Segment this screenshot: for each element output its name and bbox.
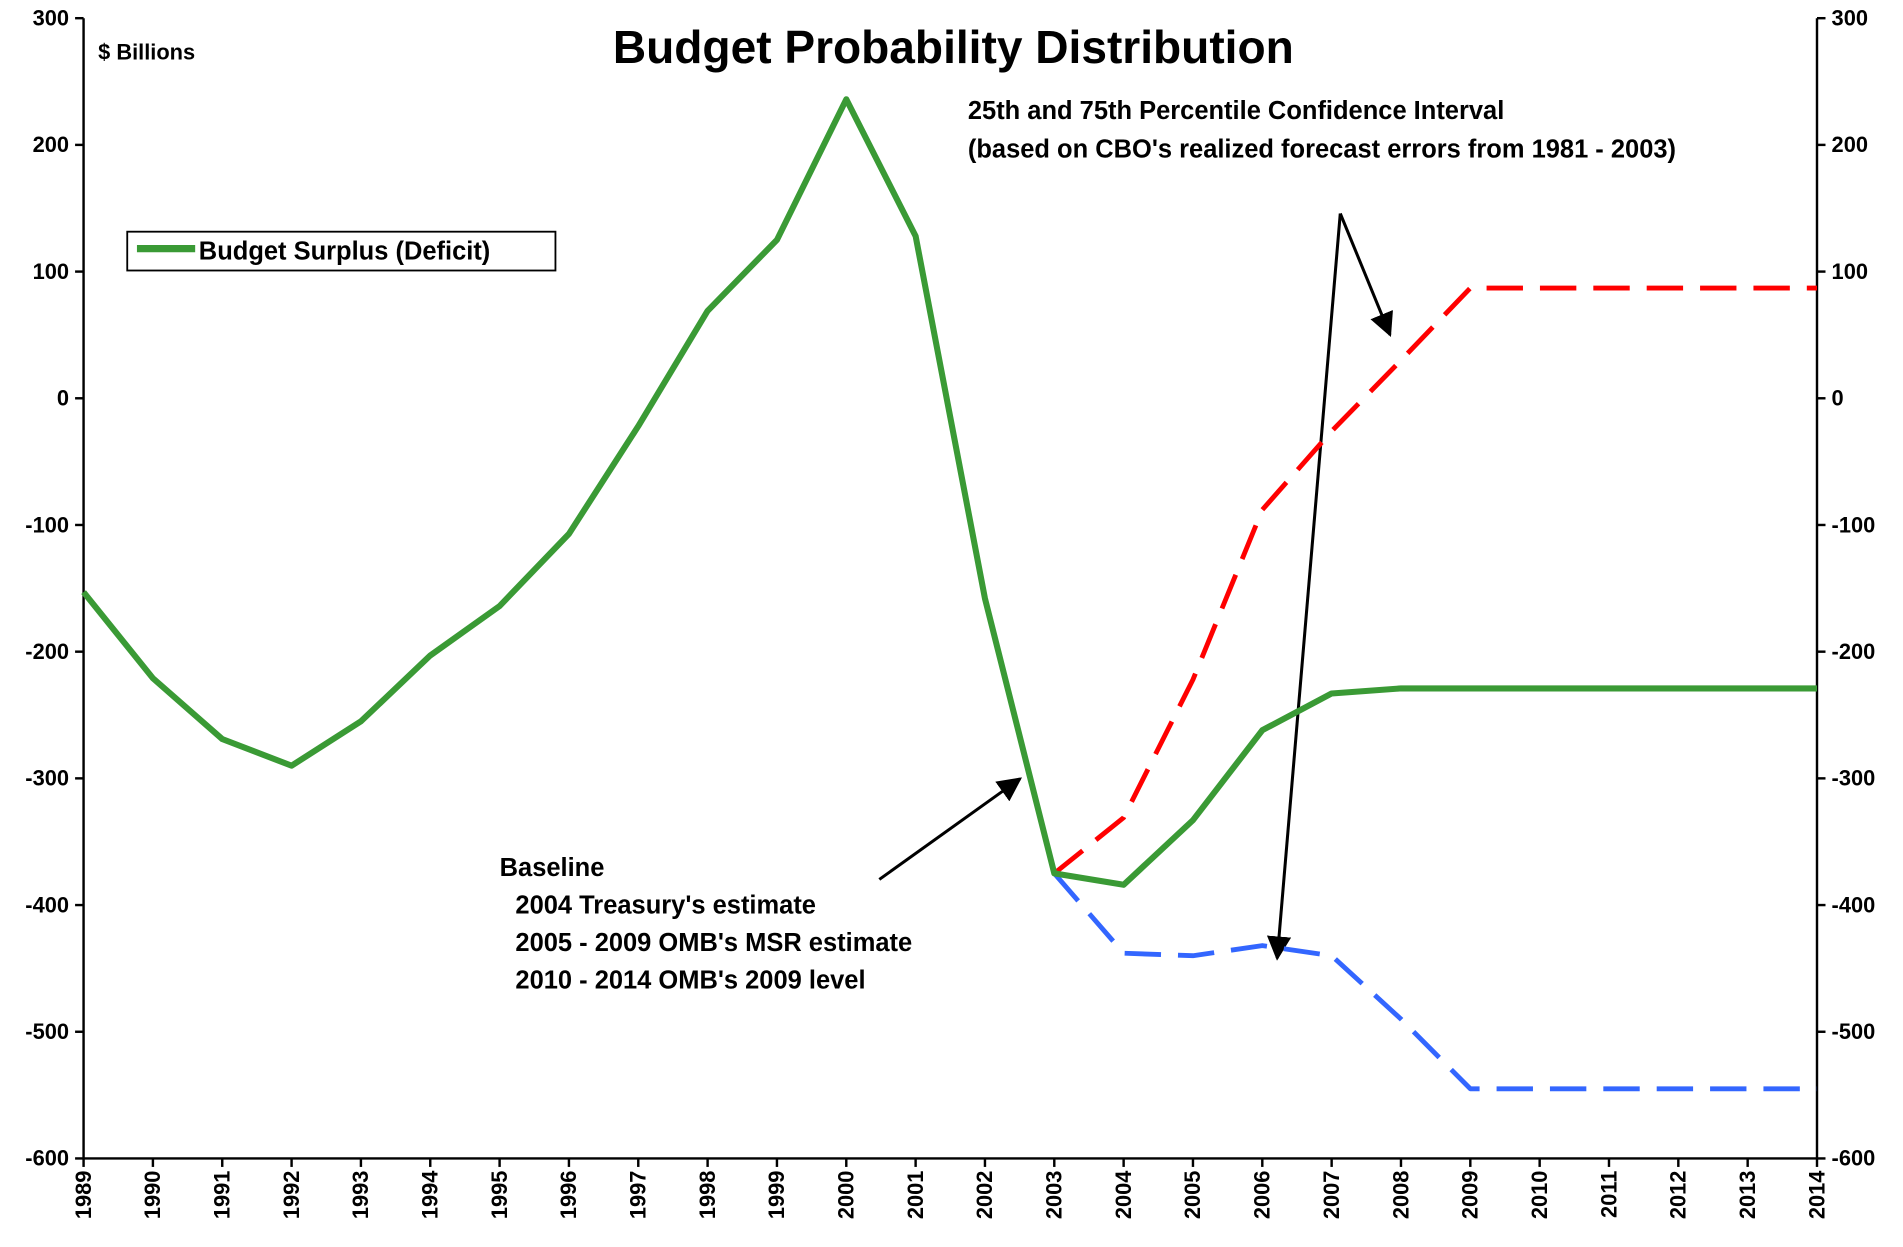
x-tick-label: 1999 <box>764 1171 789 1220</box>
y2-tick-label: -400 <box>1832 892 1876 917</box>
arrow <box>1338 212 1393 338</box>
x-tick-label: 2007 <box>1319 1171 1344 1220</box>
y2-tick-label: 300 <box>1832 5 1868 30</box>
y-tick-label: 200 <box>33 132 69 157</box>
x-tick-label: 1990 <box>140 1171 165 1220</box>
x-tick-label: 1994 <box>418 1170 443 1219</box>
y2-tick-label: 200 <box>1832 132 1868 157</box>
x-tick-label: 2005 <box>1180 1171 1205 1220</box>
legend: Budget Surplus (Deficit) <box>126 230 557 272</box>
arrow <box>878 777 1023 881</box>
x-tick-label: 1992 <box>279 1171 304 1220</box>
y-tick-label: -200 <box>25 639 69 664</box>
x-tick-label: 1989 <box>71 1171 96 1220</box>
y2-tick-label: -500 <box>1832 1019 1876 1044</box>
series-line <box>81 96 1818 888</box>
series-line <box>1052 871 1818 1092</box>
x-tick-label: 2001 <box>903 1171 928 1220</box>
y2-tick-label: 0 <box>1832 386 1844 411</box>
x-tick-label: 1991 <box>210 1171 235 1220</box>
x-tick-label: 1998 <box>695 1171 720 1220</box>
x-tick-label: 2008 <box>1388 1171 1413 1220</box>
x-tick-label: 2009 <box>1458 1171 1483 1220</box>
x-tick-label: 1993 <box>348 1171 373 1220</box>
y2-tick-label: 100 <box>1832 259 1868 284</box>
chart-title: Budget Probability Distribution <box>613 21 1294 73</box>
y-tick-label: 100 <box>33 259 69 284</box>
x-tick-label: 2000 <box>834 1171 859 1220</box>
x-tick-label: 1996 <box>556 1171 581 1220</box>
x-tick-label: 2012 <box>1666 1171 1691 1220</box>
x-tick-label: 2011 <box>1596 1171 1621 1218</box>
y2-tick-label: -600 <box>1832 1146 1876 1171</box>
y2-tick-label: -100 <box>1832 512 1876 537</box>
x-tick-label: 1997 <box>626 1171 651 1220</box>
x-tick-label: 2002 <box>972 1171 997 1220</box>
y-tick-label: -600 <box>25 1146 69 1171</box>
annotation: 2005 - 2009 OMB's MSR estimate <box>515 929 912 957</box>
y-tick-label: -100 <box>25 512 69 537</box>
x-tick-label: 2013 <box>1735 1171 1760 1220</box>
axis-unit: $ Billions <box>98 39 195 64</box>
x-tick-label: 2014 <box>1804 1170 1829 1219</box>
x-tick-label: 2010 <box>1527 1171 1552 1220</box>
y-tick-label: -500 <box>25 1019 69 1044</box>
legend-label: Budget Surplus (Deficit) <box>199 238 490 266</box>
arrow <box>1266 213 1342 961</box>
y-tick-label: 300 <box>33 5 69 30</box>
series-line <box>1052 285 1818 876</box>
x-tick-label: 1995 <box>487 1171 512 1220</box>
y2-tick-label: -300 <box>1832 766 1876 791</box>
y-tick-label: -400 <box>25 892 69 917</box>
x-tick-label: 2006 <box>1250 1171 1275 1220</box>
annotation: (based on CBO's realized forecast errors… <box>968 136 1676 164</box>
legend-box <box>126 230 557 272</box>
y-tick-label: 0 <box>57 386 69 411</box>
y2-tick-label: -200 <box>1832 639 1876 664</box>
x-tick-label: 2004 <box>1111 1170 1136 1219</box>
annotation: Baseline <box>500 854 605 882</box>
x-tick-label: 2003 <box>1042 1171 1067 1220</box>
annotation: 2004 Treasury's estimate <box>515 891 816 919</box>
annotation: 2010 - 2014 OMB's 2009 level <box>515 967 865 995</box>
annotation: 25th and 75th Percentile Confidence Inte… <box>968 97 1504 125</box>
y-tick-label: -300 <box>25 766 69 791</box>
